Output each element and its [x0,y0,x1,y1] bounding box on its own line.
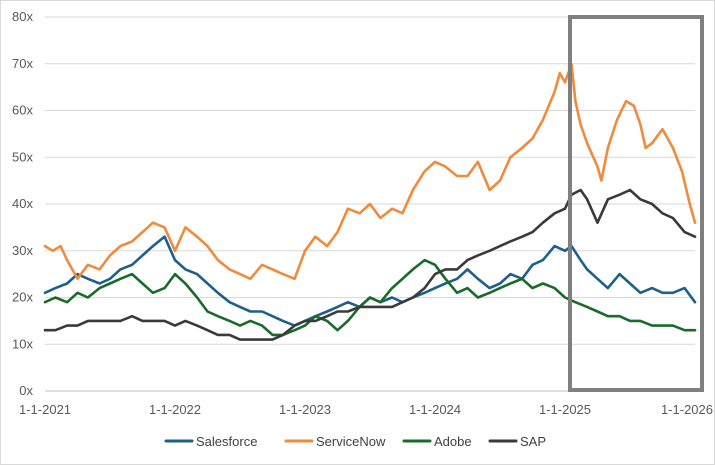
y-tick-label: 80x [12,9,33,24]
x-tick-label: 1-1-2025 [539,402,591,417]
y-tick-label: 30x [12,243,33,258]
x-tick-label: 1-1-2024 [409,402,461,417]
x-tick-label: 1-1-2021 [19,402,71,417]
plot-area [43,62,697,341]
legend-label-salesforce: Salesforce [196,434,257,449]
x-axis: 1-1-2021 1-1-2022 1-1-2023 1-1-2024 1-1-2025… [19,402,713,417]
y-tick-label: 50x [12,149,33,164]
y-tick-label: 40x [12,196,33,211]
legend: Salesforce ServiceNow Adobe SAP [164,434,546,449]
series-line-servicenow [43,62,697,281]
highlight-rect [568,15,704,392]
y-tick-label: 70x [12,56,33,71]
y-tick-label: 0x [19,383,33,398]
x-tick-label: 1-1-2023 [279,402,331,417]
y-tick-label: 60x [12,103,33,118]
y-tick-label: 20x [12,290,33,305]
legend-label-sap: SAP [520,434,546,449]
x-tick-label: 1-1-2022 [149,402,201,417]
y-axis: 0x 10x 20x 30x 40x 50x 60x 70x 80x [12,9,33,398]
series-line-sap [43,188,697,341]
legend-label-adobe: Adobe [434,434,472,449]
y-tick-label: 10x [12,336,33,351]
x-tick-label: 1-1-2026 [661,402,713,417]
series-line-adobe [43,258,697,337]
legend-label-servicenow: ServiceNow [316,434,386,449]
highlight-box [568,15,704,392]
